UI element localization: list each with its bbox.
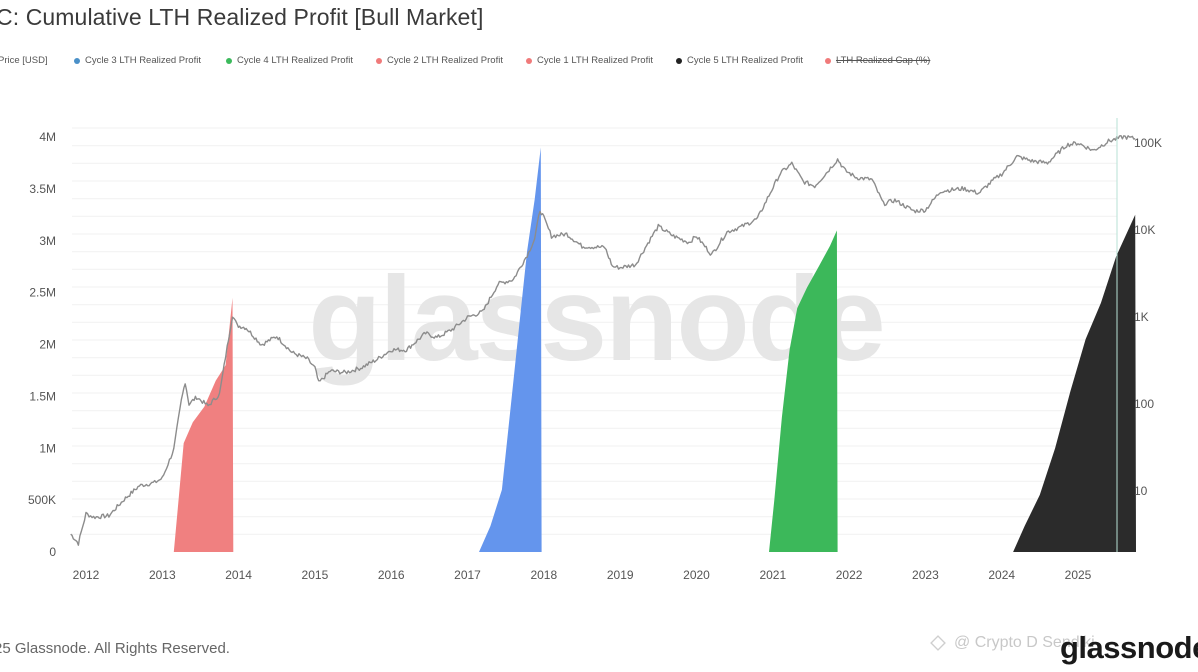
x-tick-label: 2014 xyxy=(225,568,252,582)
brand-logo-text: glassnode xyxy=(1060,630,1198,665)
price-line xyxy=(70,135,1136,546)
x-tick-label: 2017 xyxy=(454,568,481,582)
y-left-tick-label: 1M xyxy=(39,441,56,455)
credit-text: @ Crypto D Sendiki xyxy=(954,634,1095,651)
legend-label: LTH Realized Cap (%) xyxy=(836,55,931,66)
x-tick-label: 2015 xyxy=(302,568,329,582)
chart-title: C: Cumulative LTH Realized Profit [Bull … xyxy=(0,4,484,30)
y-right-tick-label: 10K xyxy=(1134,223,1155,237)
x-tick-label: 2019 xyxy=(607,568,634,582)
x-tick-label: 2016 xyxy=(378,568,405,582)
copyright-text: 25 Glassnode. All Rights Reserved. xyxy=(0,640,230,657)
y-right-tick-label: 100 xyxy=(1134,397,1154,411)
credit-watermark: @ Crypto D Sendiki xyxy=(930,634,1095,652)
y-left-tick-label: 2.5M xyxy=(29,286,56,300)
x-tick-label: 2023 xyxy=(912,568,939,582)
legend-dot-icon xyxy=(676,57,682,64)
legend-item[interactable]: Cycle 5 LTH Realized Profit xyxy=(676,55,803,66)
y-right-tick-label: 10 xyxy=(1134,484,1148,498)
x-tick-label: 2020 xyxy=(683,568,710,582)
legend-dot-icon xyxy=(526,57,532,64)
y-left-tick-label: 500K xyxy=(28,493,56,507)
y-left-tick-label: 3.5M xyxy=(29,182,56,196)
profit-area xyxy=(173,297,234,552)
x-tick-label: 2024 xyxy=(988,568,1015,582)
profit-area xyxy=(769,230,838,552)
y-left-ticks: 0 500K 1M 1.5M 2M 2.5M 3M 3.5M 4M xyxy=(28,130,56,559)
x-ticks: 2012 2013 2014 2015 2016 2017 2018 2019 2020 2021… xyxy=(73,568,1092,582)
legend-item[interactable]: Cycle 3 LTH Realized Profit xyxy=(74,55,201,66)
profit-area xyxy=(479,147,542,552)
y-left-tick-label: 2M xyxy=(39,338,56,352)
legend-dot-icon xyxy=(74,57,80,64)
y-left-tick-label: 3M xyxy=(39,234,56,248)
profit-area xyxy=(1013,214,1136,553)
legend-item[interactable]: LTH Realized Cap (%) xyxy=(825,55,930,66)
legend-label: Cycle 4 LTH Realized Profit xyxy=(237,55,353,66)
legend-item[interactable]: Price [USD] xyxy=(0,55,48,66)
x-tick-label: 2025 xyxy=(1065,568,1092,582)
y-right-ticks: 10 100 1K 10K 100K xyxy=(1134,136,1162,498)
y-left-tick-label: 0 xyxy=(49,545,56,559)
x-tick-label: 2013 xyxy=(149,568,176,582)
legend-dot-icon xyxy=(376,57,382,64)
x-tick-label: 2021 xyxy=(759,568,786,582)
legend-label: Cycle 1 LTH Realized Profit xyxy=(537,55,653,66)
profit-areas xyxy=(173,147,1136,553)
legend-label: Cycle 3 LTH Realized Profit xyxy=(85,55,201,66)
legend-item[interactable]: Cycle 4 LTH Realized Profit xyxy=(226,55,353,66)
legend-dot-icon xyxy=(825,57,831,64)
legend-label: Cycle 5 LTH Realized Profit xyxy=(687,55,803,66)
legend-item[interactable]: Cycle 2 LTH Realized Profit xyxy=(376,55,503,66)
diamond-icon xyxy=(930,635,946,651)
legend-label: Price [USD] xyxy=(0,55,48,66)
y-right-tick-label: 1K xyxy=(1134,310,1149,324)
x-tick-label: 2022 xyxy=(836,568,863,582)
y-right-tick-label: 100K xyxy=(1134,136,1162,150)
x-tick-label: 2012 xyxy=(73,568,100,582)
x-tick-label: 2018 xyxy=(530,568,557,582)
legend-label: Cycle 2 LTH Realized Profit xyxy=(387,55,503,66)
y-left-tick-label: 1.5M xyxy=(29,389,56,403)
legend-dot-icon xyxy=(226,57,232,64)
legend-item[interactable]: Cycle 1 LTH Realized Profit xyxy=(526,55,653,66)
y-left-tick-label: 4M xyxy=(39,130,56,144)
gridlines xyxy=(72,127,1117,535)
